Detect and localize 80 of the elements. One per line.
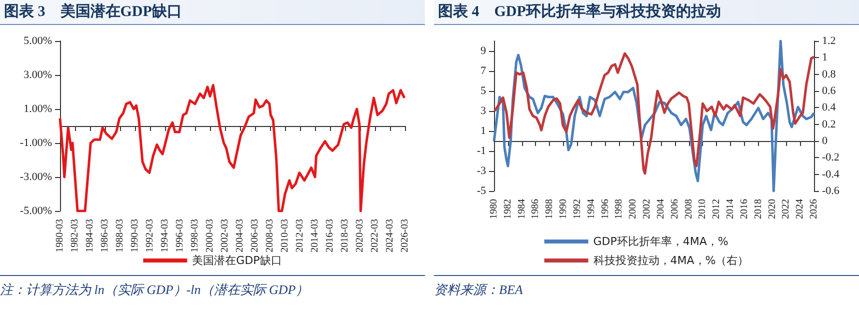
x-tick-label: 1984-03 xyxy=(84,219,96,252)
legend-label: 科技投资拉动，4MA，%（右） xyxy=(593,254,749,267)
x-tick-label: 2022 xyxy=(780,199,792,219)
x-tick-label: 2006-03 xyxy=(249,219,260,252)
y2-tick-label: 0.2 xyxy=(822,118,836,130)
y2-tick-label: 1 xyxy=(822,52,828,64)
text: 资料来源：BEA xyxy=(434,281,524,299)
x-tick-label: 1986 xyxy=(530,199,542,219)
x-tick-label: 1990 xyxy=(558,199,570,219)
y-tick-label: 5 xyxy=(480,85,486,97)
x-tick-label: 1982-03 xyxy=(69,219,80,252)
x-tick-label: 1998 xyxy=(614,199,625,219)
x-tick-label: 2012 xyxy=(711,199,722,219)
x-tick-label: 1992-03 xyxy=(144,219,156,252)
y2-tick-label: 0 xyxy=(822,135,828,147)
x-tick-label: 2014-03 xyxy=(309,219,320,252)
y-tick-label: -3.00% xyxy=(20,171,52,183)
y-tick-label: -5 xyxy=(476,185,486,197)
legend-label: GDP环比折年率，4MA，% xyxy=(593,235,728,248)
x-tick-label: 2010 xyxy=(697,199,708,219)
x-tick-label: 2018-03 xyxy=(340,219,350,252)
x-tick-label: 2014 xyxy=(725,199,736,219)
x-tick-label: 1980 xyxy=(488,199,500,219)
y-tick-label: -5.00% xyxy=(20,205,52,217)
x-tick-label: 2018 xyxy=(752,199,764,219)
x-tick-label: 2022-03 xyxy=(370,219,380,252)
x-tick-label: 2004 xyxy=(655,199,666,219)
x-tick-label: 2026-03 xyxy=(400,219,410,252)
x-tick-label: 2024 xyxy=(794,199,806,219)
x-tick-label: 1994 xyxy=(586,199,597,219)
legend-label: 美国潜在GDP缺口 xyxy=(192,254,282,267)
x-tick-label: 1996 xyxy=(600,199,611,219)
x-tick-label: 2008 xyxy=(683,199,694,219)
y-tick-label: 3.00% xyxy=(24,69,52,81)
x-tick-label: 2016 xyxy=(738,199,750,219)
y-tick-label: 9 xyxy=(480,45,486,57)
x-tick-label: 1984 xyxy=(516,199,528,219)
x-tick-label: 2010-03 xyxy=(279,219,290,252)
y2-tick-label: -0.6 xyxy=(822,185,840,197)
line-series xyxy=(493,52,816,175)
y-tick-label: 1 xyxy=(480,125,486,137)
x-tick-label: 1994-03 xyxy=(159,219,170,252)
x-tick-label: 1986-03 xyxy=(99,219,110,252)
x-tick-label: 2020-03 xyxy=(354,219,366,252)
x-tick-label: 2020 xyxy=(766,199,778,219)
x-tick-label: 2016-03 xyxy=(324,219,336,252)
text: 注：计算方法为 ln（实际 GDP）-ln（潜在实际 GDP） xyxy=(0,281,310,299)
x-tick-label: 1982 xyxy=(502,199,514,219)
y2-tick-label: 0.8 xyxy=(822,68,836,80)
y-tick-label: -1 xyxy=(476,145,486,157)
x-tick-label: 1998-03 xyxy=(189,219,200,252)
y-tick-label: -1.00% xyxy=(20,137,52,149)
x-tick-label: 2008-03 xyxy=(264,219,276,252)
y2-tick-label: 1.2 xyxy=(822,35,836,47)
x-tick-label: 2006 xyxy=(669,199,680,219)
x-tick-label: 1988 xyxy=(544,199,556,219)
x-tick-label: 2012-03 xyxy=(294,219,306,252)
x-tick-label: 1990-03 xyxy=(129,219,140,252)
chart-title: 图表 4 GDP环比折年率与科技投资的拉动 xyxy=(434,0,859,25)
x-tick-label: 2004-03 xyxy=(234,219,246,252)
y-tick-label: 3 xyxy=(480,105,486,117)
x-tick-label: 1992 xyxy=(572,199,583,219)
y2-tick-label: 0.6 xyxy=(822,85,836,97)
x-tick-label: 1988-03 xyxy=(114,219,126,252)
x-tick-label: 2026 xyxy=(808,199,820,219)
x-tick-label: 1996-03 xyxy=(174,219,186,252)
x-tick-label: 1980-03 xyxy=(54,219,66,252)
y2-tick-label: 0.4 xyxy=(822,102,836,114)
chart-title: 图表 3 美国潜在GDP缺口 xyxy=(0,0,425,25)
x-tick-label: 2000-03 xyxy=(204,219,216,252)
y-tick-label: 5.00% xyxy=(24,35,52,47)
y2-tick-label: -0.2 xyxy=(822,152,840,164)
x-tick-label: 2002-03 xyxy=(219,219,230,252)
y-tick-label: 1.00% xyxy=(24,103,52,115)
y-tick-label: 7 xyxy=(480,65,486,77)
x-tick-label: 2002 xyxy=(642,199,653,219)
x-tick-label: 2024-03 xyxy=(384,219,396,252)
x-tick-label: 2000 xyxy=(628,199,639,219)
y-tick-label: -3 xyxy=(476,165,486,177)
y2-tick-label: -0.4 xyxy=(822,168,840,180)
